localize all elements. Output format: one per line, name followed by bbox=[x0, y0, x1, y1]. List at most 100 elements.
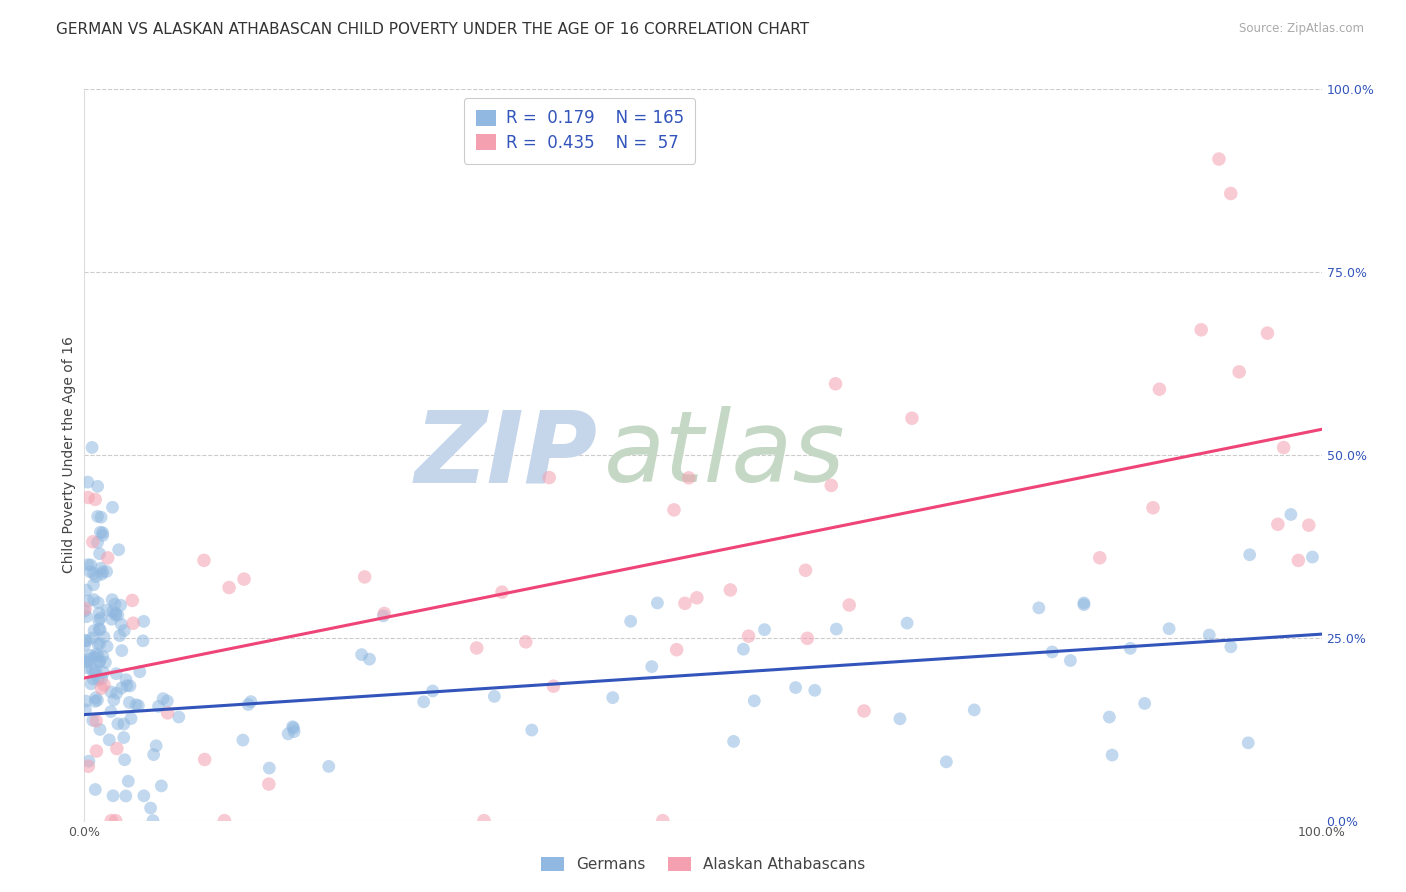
Point bbox=[89, 637, 111, 651]
Point bbox=[132, 615, 155, 629]
Point bbox=[132, 789, 155, 803]
Point bbox=[737, 629, 759, 643]
Point bbox=[84, 569, 107, 583]
Point bbox=[84, 647, 107, 661]
Point bbox=[353, 570, 375, 584]
Point bbox=[104, 814, 127, 828]
Point bbox=[101, 789, 124, 803]
Point bbox=[543, 679, 565, 693]
Point bbox=[107, 608, 129, 623]
Point bbox=[104, 597, 127, 611]
Point bbox=[678, 471, 700, 485]
Point bbox=[75, 583, 97, 598]
Point bbox=[1101, 748, 1123, 763]
Point bbox=[104, 607, 127, 622]
Point bbox=[647, 596, 669, 610]
Point bbox=[79, 648, 101, 663]
Point bbox=[167, 710, 190, 724]
Point bbox=[465, 640, 488, 655]
Point bbox=[82, 566, 104, 581]
Point bbox=[82, 631, 104, 645]
Point bbox=[98, 732, 121, 747]
Point bbox=[718, 582, 741, 597]
Point bbox=[101, 500, 124, 515]
Point bbox=[259, 761, 281, 775]
Point bbox=[963, 703, 986, 717]
Point bbox=[1219, 640, 1241, 654]
Point bbox=[1219, 186, 1241, 201]
Point bbox=[238, 698, 260, 712]
Point bbox=[77, 558, 100, 572]
Point bbox=[412, 695, 434, 709]
Point bbox=[107, 542, 129, 557]
Point bbox=[118, 679, 141, 693]
Point bbox=[1040, 645, 1063, 659]
Point bbox=[232, 733, 254, 747]
Point bbox=[118, 695, 141, 709]
Point bbox=[1098, 710, 1121, 724]
Point bbox=[91, 525, 114, 540]
Point bbox=[86, 535, 108, 549]
Point bbox=[83, 624, 105, 638]
Point bbox=[218, 581, 240, 595]
Point bbox=[82, 672, 104, 686]
Point bbox=[91, 649, 114, 664]
Point bbox=[94, 656, 117, 670]
Point bbox=[97, 550, 120, 565]
Point bbox=[114, 753, 136, 767]
Point bbox=[75, 694, 97, 708]
Point bbox=[93, 665, 115, 680]
Point bbox=[96, 640, 118, 654]
Point bbox=[824, 376, 846, 391]
Point bbox=[87, 648, 110, 663]
Point bbox=[1267, 517, 1289, 532]
Point bbox=[100, 685, 122, 699]
Text: GERMAN VS ALASKAN ATHABASCAN CHILD POVERTY UNDER THE AGE OF 16 CORRELATION CHART: GERMAN VS ALASKAN ATHABASCAN CHILD POVER… bbox=[56, 22, 810, 37]
Point bbox=[90, 681, 112, 696]
Point bbox=[373, 608, 395, 623]
Point bbox=[838, 598, 860, 612]
Point bbox=[1272, 441, 1295, 455]
Point bbox=[1028, 600, 1050, 615]
Point bbox=[100, 814, 122, 828]
Point bbox=[889, 712, 911, 726]
Point bbox=[515, 635, 537, 649]
Point bbox=[75, 661, 97, 675]
Point bbox=[76, 609, 98, 624]
Point bbox=[115, 673, 138, 687]
Point bbox=[673, 596, 696, 610]
Point bbox=[733, 642, 755, 657]
Point bbox=[665, 642, 688, 657]
Point bbox=[90, 561, 112, 575]
Point bbox=[935, 755, 957, 769]
Point bbox=[121, 593, 143, 607]
Point bbox=[84, 492, 107, 507]
Point bbox=[111, 681, 134, 695]
Point bbox=[1239, 548, 1261, 562]
Point bbox=[1189, 323, 1212, 337]
Point bbox=[100, 612, 122, 626]
Point bbox=[77, 759, 100, 773]
Point bbox=[101, 592, 124, 607]
Point bbox=[373, 607, 395, 621]
Point bbox=[83, 665, 105, 680]
Point bbox=[89, 623, 111, 637]
Point bbox=[804, 683, 827, 698]
Point bbox=[91, 528, 114, 542]
Point bbox=[87, 637, 110, 651]
Point bbox=[820, 478, 842, 492]
Point bbox=[112, 624, 135, 638]
Point bbox=[89, 525, 111, 540]
Point bbox=[1073, 596, 1095, 610]
Point bbox=[491, 585, 513, 599]
Point bbox=[1142, 500, 1164, 515]
Point bbox=[1208, 152, 1230, 166]
Point bbox=[1237, 736, 1260, 750]
Point bbox=[77, 655, 100, 669]
Point bbox=[686, 591, 709, 605]
Point bbox=[359, 652, 381, 666]
Point bbox=[86, 479, 108, 493]
Point bbox=[794, 563, 817, 577]
Point bbox=[127, 698, 149, 713]
Point bbox=[1088, 550, 1111, 565]
